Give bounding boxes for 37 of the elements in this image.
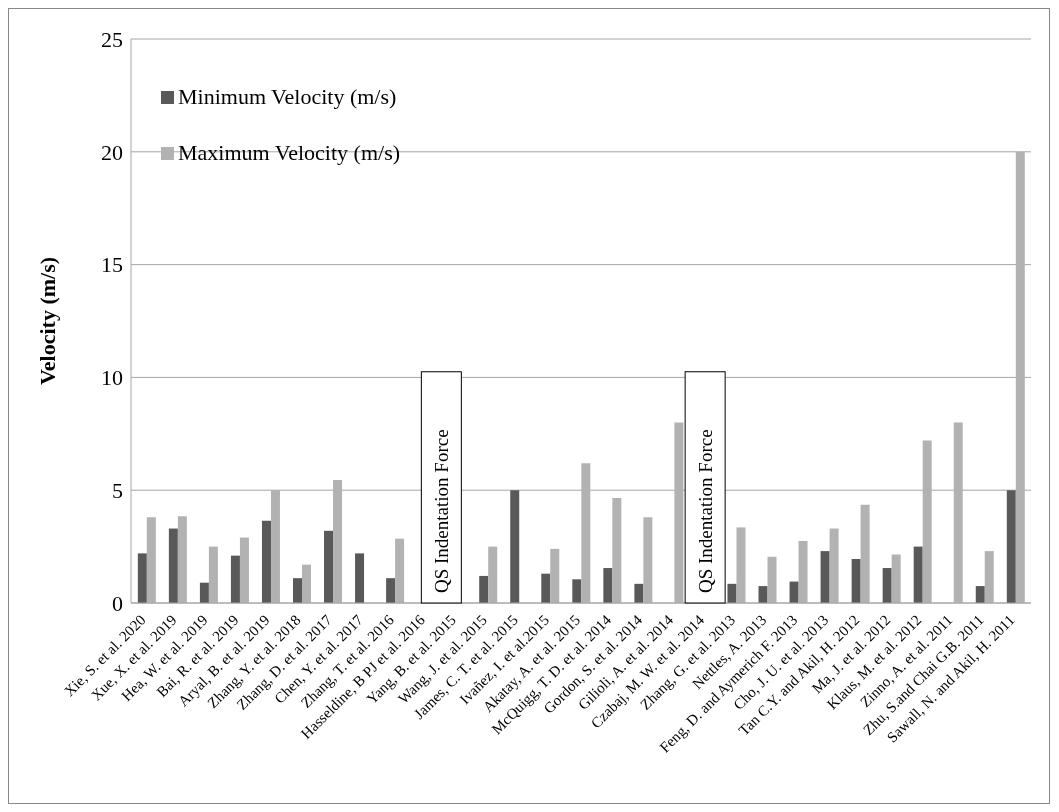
- legend-label: Minimum Velocity (m/s): [178, 84, 397, 110]
- y-tick-label: 0: [112, 590, 123, 616]
- bar: [541, 573, 551, 603]
- bar: [758, 586, 768, 603]
- bar: [975, 586, 985, 603]
- y-tick-label: 20: [101, 139, 123, 165]
- bar: [634, 583, 644, 603]
- bar: [913, 546, 923, 603]
- bar: [882, 568, 892, 603]
- y-tick-label: 10: [101, 365, 123, 391]
- bar: [479, 575, 489, 603]
- bar: [137, 553, 147, 603]
- bar: [230, 555, 240, 603]
- bar: [603, 568, 613, 603]
- legend-label: Maximum Velocity (m/s): [178, 140, 401, 166]
- bar: [324, 530, 334, 603]
- bar: [572, 579, 582, 603]
- y-tick-label: 25: [101, 26, 123, 52]
- bar: [727, 583, 737, 603]
- bar: [293, 578, 302, 603]
- label-box: QS Indentation Force: [684, 371, 726, 604]
- bar: [355, 553, 365, 603]
- bar: [261, 520, 271, 603]
- annotation: QS Indentation Force: [695, 429, 717, 593]
- y-axis-title: Velocity (m/s): [34, 256, 60, 386]
- annotation: QS Indentation Force: [431, 429, 453, 593]
- bar: [851, 559, 861, 603]
- bar: [1006, 490, 1016, 603]
- y-tick-label: 15: [101, 252, 123, 278]
- y-tick-label: 5: [112, 478, 123, 504]
- label-box: QS Indentation Force: [420, 371, 462, 604]
- bar: [168, 528, 178, 603]
- bar: [510, 490, 520, 603]
- bar: [199, 582, 209, 603]
- bar: [820, 551, 830, 603]
- bar: [386, 578, 396, 603]
- bar: [789, 581, 799, 603]
